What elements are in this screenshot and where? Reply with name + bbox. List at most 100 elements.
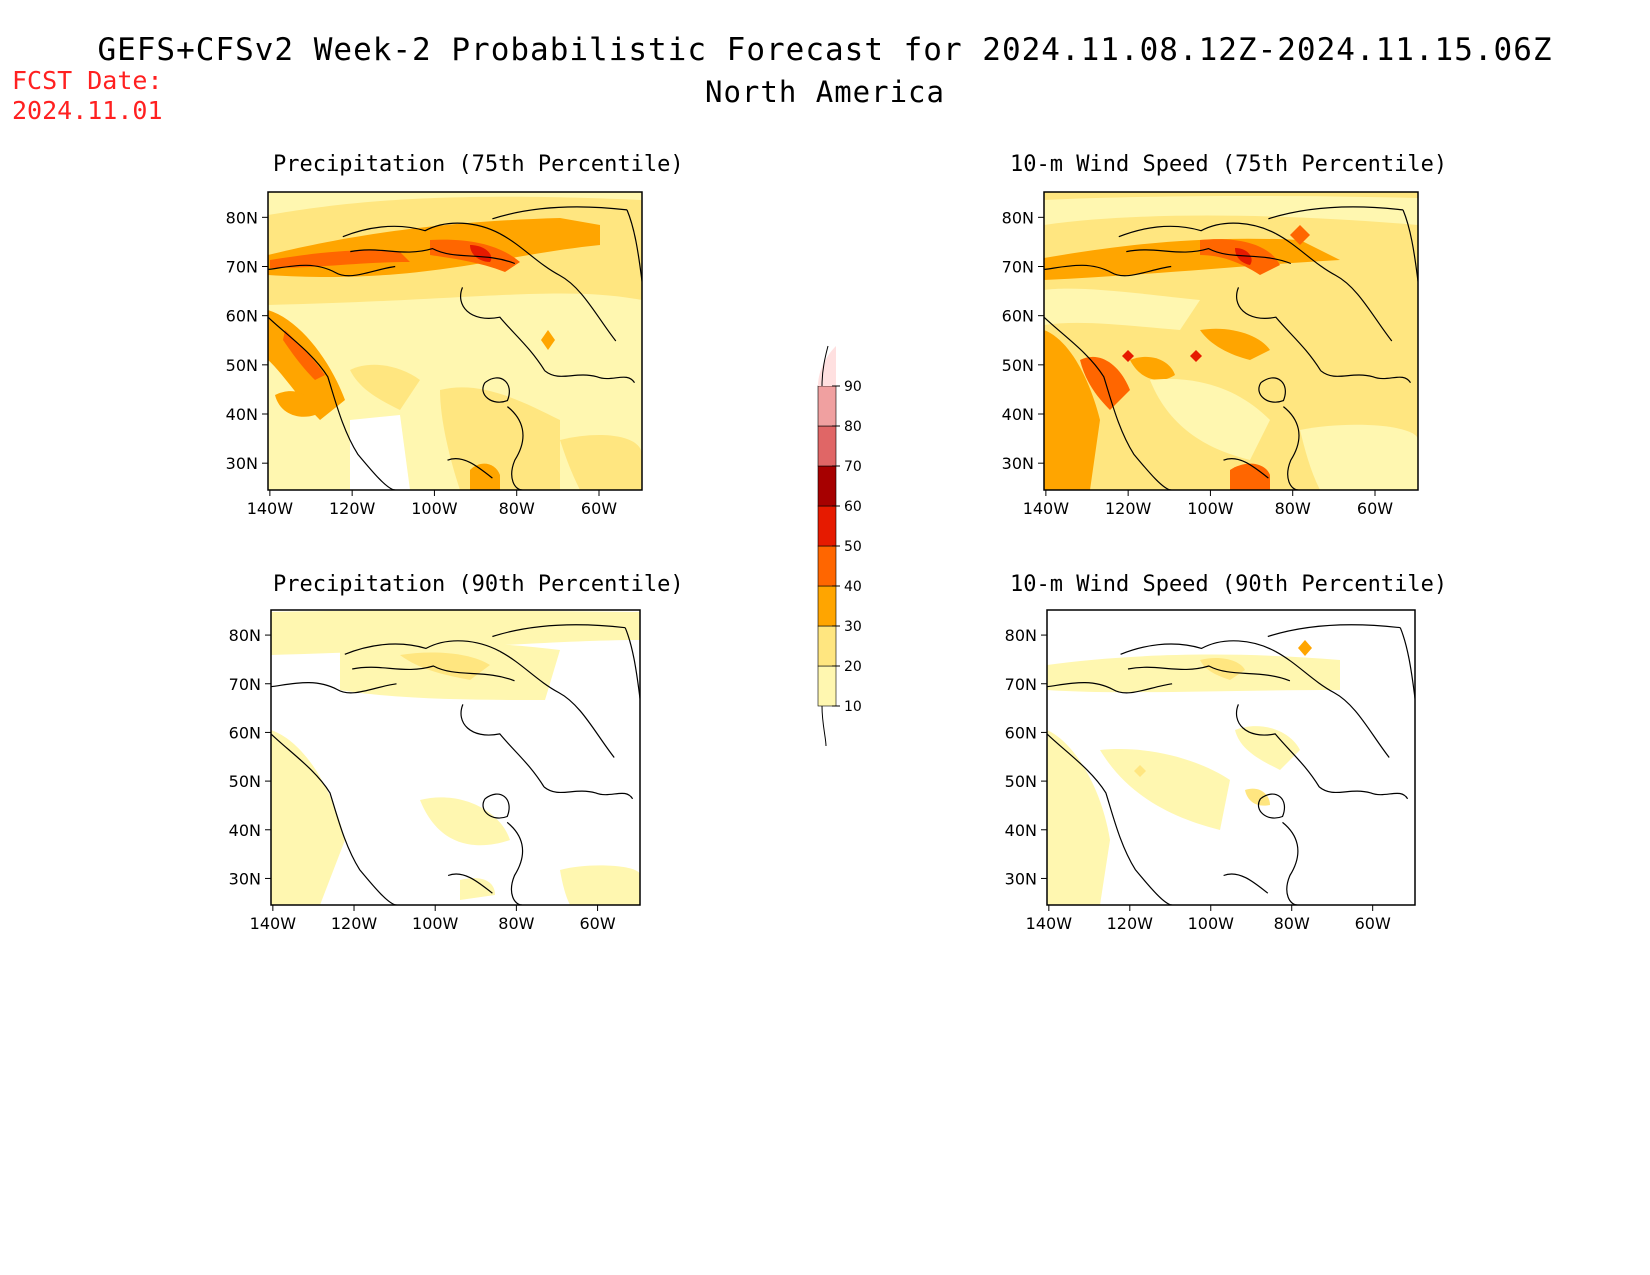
coastline-path <box>1126 247 1292 265</box>
coastline-path <box>1274 650 1390 758</box>
lat-tick-label: 30N <box>1005 869 1037 888</box>
lon-tick-label: 120W <box>1107 914 1154 933</box>
colorbar-label: 80 <box>844 419 862 435</box>
coastline-path <box>342 222 501 238</box>
colorbar-label: 90 <box>844 379 862 395</box>
lat-tick-label: 30N <box>1002 454 1034 473</box>
coastline-path <box>492 624 626 638</box>
colorbar-swatch <box>817 665 837 707</box>
colorbar-label: 60 <box>844 499 862 515</box>
lat-tick-label: 60N <box>226 307 258 326</box>
panel-title-wind-90: 10-m Wind Speed (90th Percentile) <box>1010 572 1448 597</box>
colorbar-label: 40 <box>844 579 862 595</box>
colorbar-label: 20 <box>844 659 862 675</box>
map-panel-wind-75 <box>1044 192 1418 490</box>
panel-title-wind-75: 10-m Wind Speed (75th Percentile) <box>1010 152 1448 177</box>
coastline-path <box>271 733 397 905</box>
lon-tick-label: 100W <box>1188 914 1235 933</box>
lon-tick-label: 120W <box>1105 499 1152 518</box>
coastline-path <box>460 287 546 372</box>
coastline-path <box>1223 873 1269 894</box>
colorbar-swatch <box>817 625 837 667</box>
coastline-path <box>350 247 516 265</box>
coastline-path <box>624 627 640 699</box>
panel-title-precip-75: Precipitation (75th Percentile) <box>273 152 684 177</box>
lat-tick-label: 30N <box>226 454 258 473</box>
coastline-path <box>1236 287 1322 372</box>
coastline-path <box>1282 821 1299 905</box>
coastline-path <box>1268 206 1404 220</box>
panel-title-precip-90: Precipitation (90th Percentile) <box>273 572 684 597</box>
lon-tick-label: 60W <box>579 914 615 933</box>
map-panel-precip-90 <box>271 610 640 905</box>
lon-tick-label: 60W <box>1355 914 1391 933</box>
coastline-path <box>543 786 634 800</box>
coastline-path <box>447 873 493 894</box>
lat-tick-label: 30N <box>229 869 261 888</box>
lon-tick-label: 140W <box>250 914 297 933</box>
lat-tick-label: 50N <box>226 356 258 375</box>
colorbar-swatch <box>817 465 837 507</box>
fcst-date-label: FCST Date: <box>12 66 163 95</box>
lat-tick-label: 40N <box>1002 405 1034 424</box>
coastline-path <box>499 233 617 342</box>
lon-tick-label: 140W <box>1023 499 1070 518</box>
lat-tick-label: 80N <box>1002 208 1034 227</box>
lat-tick-label: 60N <box>1005 723 1037 742</box>
lon-tick-label: 80W <box>498 914 534 933</box>
coastline-path <box>271 682 397 694</box>
coastline-path <box>544 370 636 384</box>
fcst-date-value: 2024.11.01 <box>12 96 163 125</box>
coastline-path <box>499 650 615 758</box>
coastline-path <box>460 704 545 788</box>
colorbar-swatch <box>817 505 837 547</box>
lat-tick-label: 40N <box>226 405 258 424</box>
lat-tick-label: 40N <box>1005 821 1037 840</box>
coastline-path <box>1399 627 1415 699</box>
coastline-path <box>1127 665 1291 682</box>
coastline-path <box>626 209 642 282</box>
coastline-path <box>1258 793 1285 819</box>
lat-tick-label: 50N <box>229 772 261 791</box>
colorbar-swatch <box>817 545 837 587</box>
lon-tick-label: 100W <box>411 499 458 518</box>
coastline-path <box>1047 682 1173 694</box>
lat-tick-label: 80N <box>1005 626 1037 645</box>
lon-tick-label: 140W <box>1026 914 1073 933</box>
lon-tick-label: 100W <box>412 914 459 933</box>
map-panel-precip-75 <box>268 192 642 490</box>
colorbar-swatch <box>817 385 837 427</box>
coastline-path <box>507 406 524 490</box>
coastline-path <box>344 640 501 655</box>
map-panel-wind-90 <box>1047 610 1415 905</box>
lat-tick-label: 70N <box>229 675 261 694</box>
lat-tick-label: 40N <box>229 821 261 840</box>
lon-tick-label: 80W <box>1275 499 1311 518</box>
lat-tick-label: 60N <box>229 723 261 742</box>
coastline-path <box>1118 222 1277 238</box>
colorbar-label: 10 <box>844 699 862 715</box>
coastline-path <box>1258 377 1286 403</box>
coastline-path <box>1320 370 1412 384</box>
coastline-path <box>268 316 396 490</box>
coastline-path <box>1402 209 1418 282</box>
lat-tick-label: 60N <box>1002 307 1034 326</box>
coastline-path <box>1275 233 1393 342</box>
coastline-path <box>1047 733 1173 905</box>
lat-tick-label: 70N <box>226 258 258 277</box>
coastline-path <box>482 793 510 819</box>
lat-tick-label: 70N <box>1002 258 1034 277</box>
lon-tick-label: 60W <box>581 499 617 518</box>
coastline-path <box>506 821 524 905</box>
panel-frames <box>267 191 1419 906</box>
colorbar-swatch <box>817 425 837 467</box>
colorbar-swatch <box>817 585 837 627</box>
axis-ticks: 80N 70N 60N 50N 40N 30N 140W 120W 100W 80W 60W 80N 7… <box>226 208 1394 933</box>
lon-tick-label: 80W <box>1274 914 1310 933</box>
coastline-path <box>352 665 515 682</box>
lon-tick-label: 120W <box>331 914 378 933</box>
coastline-path <box>482 377 510 403</box>
lat-tick-label: 50N <box>1002 356 1034 375</box>
lat-tick-label: 70N <box>1005 675 1037 694</box>
